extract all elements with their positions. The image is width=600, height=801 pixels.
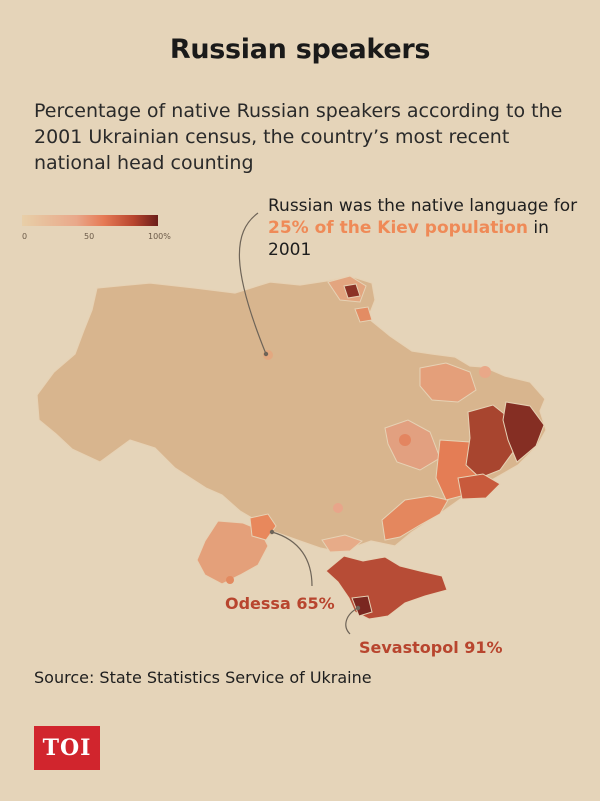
- legend-tick-0: 0: [22, 232, 28, 241]
- subtitle: Percentage of native Russian speakers ac…: [34, 100, 563, 174]
- crimea-region: [325, 555, 448, 620]
- sumy-dark-patch: [343, 283, 361, 299]
- luhansk-region: [502, 401, 545, 463]
- sevastopol-label: Sevastopol 91%: [359, 638, 503, 657]
- legend-tick-100: 100%: [148, 232, 171, 241]
- patch-4: [226, 576, 234, 584]
- sumy-east-patch: [354, 306, 373, 323]
- legend-gradient-bar: [22, 215, 158, 226]
- legend-ticks: 0 50 100%: [22, 232, 182, 244]
- patch-3: [333, 503, 343, 513]
- kherson-coast-region: [321, 534, 363, 553]
- ukraine-mainland: [36, 275, 547, 553]
- odessa-pointer-line: [271, 531, 313, 587]
- toi-logo[interactable]: TOI: [34, 726, 100, 770]
- page-title: Russian speakers: [169, 34, 431, 65]
- kiev-annotation: Russian was the native language for 25% …: [268, 195, 588, 261]
- sevastopol-pointer-line: [345, 607, 359, 635]
- odessa-label: Odessa 65%: [225, 594, 335, 613]
- south-coast-region: [381, 495, 449, 541]
- odessa-pointer-dot: [269, 529, 275, 535]
- dnipro-region: [384, 419, 441, 471]
- sevastopol-pointer-dot: [355, 605, 361, 611]
- sevastopol-region: [351, 595, 373, 617]
- kiev-annotation-highlight: 25% of the Kiev population: [268, 218, 528, 238]
- legend-tick-50: 50: [84, 232, 95, 241]
- color-legend: 0 50 100%: [22, 215, 182, 244]
- kharkiv-region: [419, 362, 477, 403]
- kiev-annotation-prefix: Russian was the native language for: [268, 196, 578, 216]
- patch-1: [399, 434, 411, 446]
- donbas-south-region: [457, 473, 501, 500]
- patch-2: [479, 366, 491, 378]
- kiev-pointer-dot: [263, 351, 269, 357]
- source-note: Source: State Statistics Service of Ukra…: [34, 668, 372, 687]
- kiev-annotation-suffix: in 2001: [268, 218, 549, 260]
- kiev-pointer-line: [238, 212, 267, 355]
